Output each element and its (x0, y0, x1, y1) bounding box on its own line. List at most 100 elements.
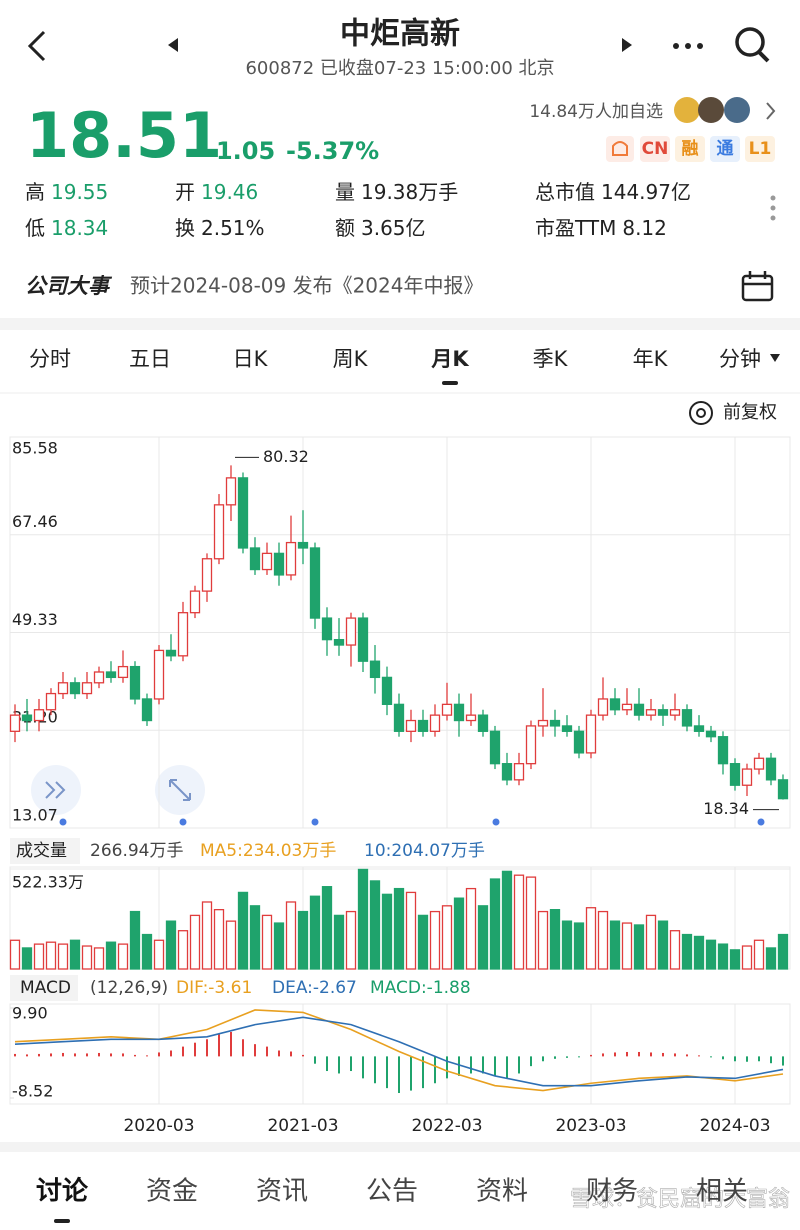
candle-body (477, 714, 489, 732)
volume-bar (141, 933, 153, 970)
bottom-tab[interactable]: 财务 (586, 1177, 638, 1207)
volume-bar (225, 920, 237, 970)
next-stock[interactable] (622, 38, 632, 52)
bottom-tab[interactable]: 公告 (366, 1177, 418, 1207)
chart-tab[interactable]: 周K (333, 347, 369, 371)
chart-tab[interactable]: 月K (430, 347, 469, 371)
bottom-tab[interactable]: 相关 (696, 1177, 748, 1207)
volume-bar (717, 943, 729, 970)
candle-body (213, 504, 225, 560)
volume-bar (261, 914, 273, 970)
stat: 高 19.55 (25, 180, 108, 204)
chart-tab[interactable]: 五日 (129, 347, 171, 371)
stat: 低 18.34 (25, 216, 108, 240)
volume-bar (333, 914, 345, 970)
volume-bar (693, 935, 705, 970)
event-title: 公司大事 (25, 274, 113, 298)
stat-label: 量 (335, 180, 355, 204)
candle-body (693, 725, 705, 732)
stat-value: 19.46 (201, 180, 258, 204)
volume-bar (501, 870, 513, 970)
expand-button[interactable] (31, 765, 81, 815)
volume-bar (321, 886, 333, 970)
fullscreen-button[interactable] (155, 765, 205, 815)
adjust-mode[interactable]: 前复权 (723, 402, 777, 423)
volume-bar (345, 910, 357, 970)
settings-icon[interactable] (689, 401, 713, 425)
bottom-tab[interactable]: 资讯 (256, 1177, 308, 1207)
volume-bar (525, 876, 537, 970)
candle-body (369, 660, 381, 679)
bottom-tab[interactable]: 资料 (476, 1177, 528, 1207)
tag: 融 (682, 139, 699, 159)
volume-bar (177, 930, 189, 970)
macd-frame (9, 1003, 791, 1105)
volume-bar (441, 905, 453, 970)
macd-label: MACD:-1.88 (370, 978, 471, 998)
volume-bar (153, 939, 165, 970)
more-button[interactable] (673, 43, 703, 49)
candle-body (633, 703, 645, 716)
volume-bar (729, 949, 741, 970)
y-tick-label: 67.46 (12, 512, 58, 531)
candle-body (549, 719, 561, 727)
volume-bar (357, 868, 369, 970)
volume-bar (285, 901, 297, 970)
bottom-tab[interactable]: 资金 (146, 1177, 198, 1207)
chart-tab[interactable]: 日K (233, 347, 269, 371)
alert-bell[interactable] (606, 136, 634, 162)
stat-label: 市盈TTM (535, 216, 616, 240)
volume-bar (561, 920, 573, 970)
stat-label: 额 (335, 216, 355, 240)
volume-bar (381, 893, 393, 970)
candle-body (489, 730, 501, 765)
chart-tab[interactable]: 年K (633, 347, 669, 371)
candle-body (81, 682, 93, 695)
candle-body (573, 730, 585, 754)
volume-bar (681, 933, 693, 970)
volume-bar (537, 910, 549, 970)
price-change: -1.05 (206, 137, 275, 165)
stat: 额 3.65亿 (335, 216, 426, 240)
prev-stock[interactable] (168, 38, 178, 52)
volume-title-bg (10, 838, 80, 864)
search-button[interactable] (735, 27, 770, 63)
stat-label: 低 (25, 216, 45, 240)
candle-body (321, 617, 333, 641)
candle-body (753, 757, 765, 770)
tag-bg (640, 136, 670, 162)
x-tick-label: 2020-03 (123, 1116, 194, 1136)
chart-tab[interactable]: 分钟 (719, 347, 761, 371)
candle-body (417, 719, 429, 732)
tag: 通 (717, 139, 734, 159)
candle-body (57, 682, 69, 695)
volume-bar (573, 922, 585, 970)
volume-bar (237, 891, 249, 970)
bottom-tab[interactable]: 讨论 (36, 1177, 89, 1207)
min-label: 18.34 (703, 799, 749, 818)
candle-body (177, 612, 189, 657)
volume-bar (597, 910, 609, 970)
volume-bar (669, 930, 681, 970)
back-button[interactable] (27, 30, 46, 62)
followers: 14.84万人加自选 (529, 102, 663, 122)
calendar-icon[interactable] (741, 271, 774, 302)
dropdown-arrow[interactable] (770, 354, 780, 362)
watermark: 雪球：贫民窟的大富翁 (570, 1187, 790, 1212)
section-divider (0, 318, 800, 330)
followers-arrow[interactable] (766, 102, 776, 120)
candle-body (333, 638, 345, 646)
volume-bar (105, 941, 117, 970)
candle-body (141, 698, 153, 722)
macd-params: (12,26,9) (90, 978, 168, 998)
y-tick-label: 522.33万 (12, 873, 84, 892)
more-stats[interactable] (770, 195, 776, 221)
candle-body (201, 558, 213, 592)
chart-tab[interactable]: 分时 (29, 347, 71, 371)
volume-bar (453, 897, 465, 970)
chart-tab[interactable]: 季K (533, 347, 569, 371)
tab-indicator (442, 381, 458, 385)
event-markers (59, 818, 765, 826)
candle-body (585, 714, 597, 754)
candle-body (705, 730, 717, 738)
